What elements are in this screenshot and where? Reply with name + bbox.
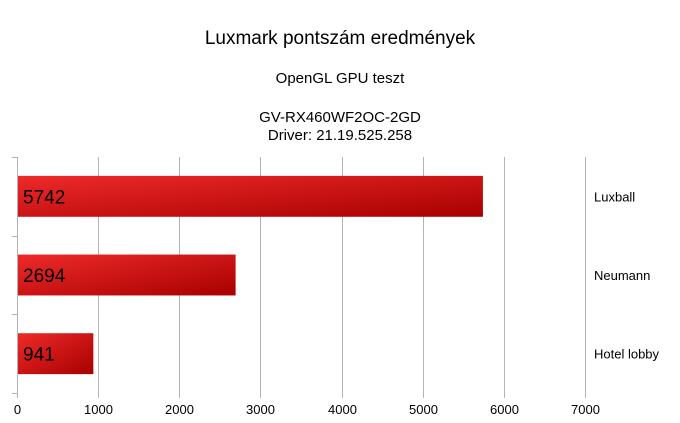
x-tick-label: 5000 [409, 402, 438, 417]
category-label: Hotel lobby [594, 347, 660, 362]
labels: 0 1000 2000 3000 4000 5000 6000 7000 5742 Luxball… [14, 187, 660, 417]
x-tick-label: 4000 [328, 402, 357, 417]
x-tick-label: 1000 [84, 402, 113, 417]
bar-luxball [18, 175, 483, 217]
bar-hotel-lobby [18, 333, 94, 375]
data-label: 5742 [23, 187, 65, 208]
chart-title: Luxmark pontszám eredmények [205, 28, 476, 49]
x-tick-label: 2000 [165, 402, 194, 417]
axes [12, 157, 586, 398]
x-tick-label: 0 [14, 402, 21, 417]
x-tick-label: 3000 [246, 402, 275, 417]
x-tick-label: 6000 [490, 402, 519, 417]
chart-subtitle-model: GV-RX460WF2OC-2GD [259, 109, 421, 126]
data-label: 2694 [23, 266, 66, 287]
x-tick-label: 7000 [571, 402, 600, 417]
data-label: 941 [23, 345, 55, 366]
category-label: Neumann [594, 268, 650, 283]
bar-neumann [18, 254, 236, 296]
bars [18, 175, 483, 375]
chart-subtitle-driver: Driver: 21.19.525.258 [268, 127, 412, 144]
chart-subtitle: OpenGL GPU teszt [276, 70, 405, 87]
category-label: Luxball [594, 189, 635, 204]
